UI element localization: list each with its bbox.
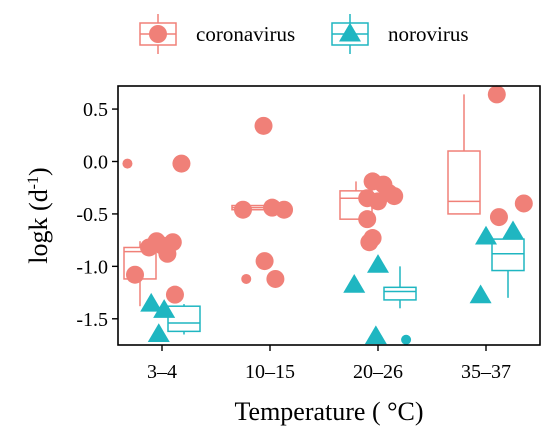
norovirus-box [383,266,417,309]
coronavirus-point [254,116,273,135]
y-tick-label: 0.0 [83,151,108,173]
coronavirus-point [122,158,133,169]
legend-item-norovirus: norovirus [331,14,469,54]
coronavirus-point [489,208,508,227]
coronavirus-point [275,200,294,219]
coronavirus-point [487,85,506,104]
y-tick-label: -0.5 [76,204,108,226]
coronavirus-point [140,238,159,257]
coronavirus-point [369,192,387,211]
norovirus-point [153,299,176,318]
coronavirus-point [241,273,252,284]
legend: coronavirus norovirus [139,14,469,54]
y-tick-label: -1.0 [76,256,108,278]
plot-frame [117,85,541,346]
y-tick-label: 0.5 [83,99,108,121]
legend-label: norovirus [388,22,469,46]
norovirus-point [475,225,497,245]
norovirus-point [364,325,387,345]
y-axis-title-end: ) [24,167,53,176]
norovirus-point [401,334,412,345]
legend-label: coronavirus [196,22,295,46]
y-axis-title-superscript: -1 [25,176,42,189]
norovirus-point [502,220,524,240]
x-tick-label: 3–4 [147,361,177,383]
x-axis: 3–4 10–15 20–26 35–37 [147,345,511,383]
coronavirus-point [158,244,177,263]
y-tick-label: -1.5 [76,309,108,331]
y-axis-title-base: logk (d [24,189,53,263]
coronavirus-point [165,285,184,304]
norovirus-point [140,292,163,312]
coronavirus-box [447,94,481,215]
box-plots [123,94,525,335]
legend-item-coronavirus: coronavirus [139,14,295,54]
norovirus-point [147,323,170,342]
coronavirus-point [266,269,285,288]
norovirus-point [343,274,366,293]
coronavirus-point [126,265,144,284]
x-tick-label: 10–15 [245,361,295,383]
legend-circle-marker [149,25,167,43]
legend-triangle-marker [339,22,361,42]
coronavirus-point [385,187,404,206]
coronavirus-point [514,194,533,213]
coronavirus-point [360,233,379,252]
norovirus-point [469,284,492,304]
coronavirus-point [172,154,191,173]
y-axis-title: logk (d-1) [24,167,53,263]
x-axis-title: Temperature ( °C) [234,397,423,426]
data-points [122,85,533,345]
coronavirus-point [234,200,252,219]
coronavirus-point [358,210,377,229]
norovirus-point [367,254,389,273]
norovirus-box [167,304,201,335]
x-tick-label: 20–26 [353,361,403,383]
coronavirus-point [255,252,274,271]
y-axis: 0.5 0.0 -0.5 -1.0 -1.5 [76,99,118,331]
x-tick-label: 35–37 [461,361,511,383]
